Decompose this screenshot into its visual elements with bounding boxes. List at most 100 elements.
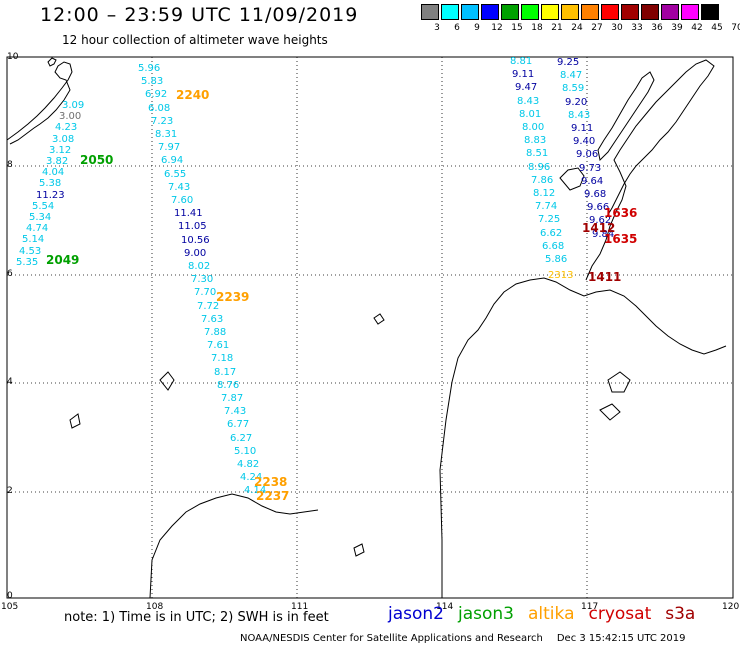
swh-value-right-a: 8.12 xyxy=(533,188,556,199)
colorbar-swatch xyxy=(481,4,499,20)
colorbar-swatch xyxy=(661,4,679,20)
credit-text: NOAA/NESDIS Center for Satellite Applica… xyxy=(240,633,543,644)
swh-value-left: 3.00 xyxy=(59,111,82,122)
map-frame xyxy=(6,56,734,599)
time-label-1411: 1411 xyxy=(588,270,622,284)
satellite-legend: jason2 jason3 altika cryosat s3a xyxy=(388,604,709,624)
swh-value-left: 3.08 xyxy=(52,134,75,145)
swh-value-middle: 5.83 xyxy=(141,76,164,87)
swh-value-middle: 11.05 xyxy=(178,221,207,232)
x-tick-120: 120 xyxy=(722,602,740,612)
island-4 xyxy=(69,413,81,429)
colorbar-label: 3 xyxy=(434,23,440,33)
swh-value-right-a: 8.00 xyxy=(522,122,545,133)
swh-value-right-a: 6.62 xyxy=(540,228,563,239)
swh-value-right-a: 8.81 xyxy=(510,56,533,67)
colorbar-label: 6 xyxy=(454,23,460,33)
island-6 xyxy=(373,313,385,325)
coastline-palawan xyxy=(597,71,655,162)
map-subtitle: 12 hour collection of altimeter wave hei… xyxy=(62,33,328,47)
swh-value-middle: 6.08 xyxy=(148,103,171,114)
colorbar-label: 15 xyxy=(511,23,523,33)
swh-value-left: 4.53 xyxy=(19,246,42,257)
colorbar-swatch xyxy=(581,4,599,20)
time-label-2237: 2237 xyxy=(256,489,290,503)
swh-value-middle: 9.00 xyxy=(184,248,207,259)
swh-value-right-b: 8.59 xyxy=(562,83,585,94)
swh-value-right-a: 7.86 xyxy=(531,175,554,186)
swh-value-left: 4.04 xyxy=(42,167,65,178)
swh-value-left: 3.12 xyxy=(49,145,72,156)
swh-value-left: 3.09 xyxy=(62,100,85,111)
y-tick-6: 6 xyxy=(7,269,13,279)
time-label-2238: 2238 xyxy=(254,475,288,489)
y-tick-10: 10 xyxy=(7,52,19,62)
colorbar-label: 36 xyxy=(651,23,663,33)
swh-value-middle: 5.10 xyxy=(234,446,257,457)
time-label-1412: 1412 xyxy=(582,221,616,235)
colorbar-swatch xyxy=(501,4,519,20)
swh-value-middle: 11.41 xyxy=(174,208,203,219)
map-title: 12:00 – 23:59 UTC 11/09/2019 xyxy=(40,4,359,26)
swh-value-right-a: 5.86 xyxy=(545,254,568,265)
swh-value-middle: 8.17 xyxy=(214,367,237,378)
swh-value-right-a: 8.51 xyxy=(526,148,549,159)
colorbar-swatch xyxy=(441,4,459,20)
satellite-cryosat: cryosat xyxy=(588,604,652,624)
credit-date: Dec 3 15:42:15 UTC 2019 xyxy=(556,633,686,644)
time-label-2239: 2239 xyxy=(216,290,250,304)
swh-value-right-b: 9.73 xyxy=(579,163,602,174)
swh-value-middle: 7.43 xyxy=(224,406,247,417)
satellite-jason2: jason2 xyxy=(388,604,444,624)
x-tick-117: 117 xyxy=(581,602,599,612)
coastline-natuna xyxy=(559,167,585,191)
swh-value-middle: 6.94 xyxy=(161,155,184,166)
colorbar-label: 27 xyxy=(591,23,603,33)
footer-credit: NOAA/NESDIS Center for Satellite Applica… xyxy=(240,633,685,644)
island-1 xyxy=(159,371,175,391)
coastline-borneo xyxy=(439,277,727,598)
swh-value-middle: 7.87 xyxy=(221,393,244,404)
y-tick-8: 8 xyxy=(7,160,13,170)
swh-value-right-b: 8.43 xyxy=(568,110,591,121)
coastline-sabah xyxy=(585,59,715,281)
swh-value-right-a: 7.25 xyxy=(538,214,561,225)
swh-value-middle: 7.18 xyxy=(211,353,234,364)
y-tick-4: 4 xyxy=(7,377,13,387)
swh-value-right-a: 8.01 xyxy=(519,109,542,120)
island-2 xyxy=(607,371,631,393)
swh-value-right-b: 9.40 xyxy=(573,136,596,147)
swh-value-right-b: 9.25 xyxy=(557,57,580,68)
swh-value-right-a: 9.47 xyxy=(515,82,538,93)
swh-value-right-b: 9.84 xyxy=(592,229,615,240)
swh-value-left: 4.23 xyxy=(55,122,78,133)
x-tick-108: 108 xyxy=(146,602,164,612)
y-tick-0: 0 xyxy=(7,591,13,601)
coastline-north-tip xyxy=(47,57,57,67)
colorbar-label: 24 xyxy=(571,23,583,33)
time-label-1636: 1636 xyxy=(604,206,638,220)
colorbar-label: 30 xyxy=(611,23,623,33)
swh-value-left: 4.74 xyxy=(26,223,49,234)
swh-value-right-b: 9.11 xyxy=(571,123,594,134)
swh-value-middle: 7.88 xyxy=(204,327,227,338)
y-tick-2: 2 xyxy=(7,486,13,496)
coastline-sumatra xyxy=(149,493,319,599)
swh-value-middle: 4.82 xyxy=(237,459,260,470)
time-label-2240: 2240 xyxy=(176,88,210,102)
x-tick-105: 105 xyxy=(1,602,19,612)
swh-value-right-a: 8.83 xyxy=(524,135,547,146)
colorbar-label: 42 xyxy=(691,23,703,33)
swh-value-middle: 4.14 xyxy=(244,485,267,496)
swh-value-middle: 8.02 xyxy=(188,261,211,272)
satellite-jason3: jason3 xyxy=(458,604,514,624)
swh-value-middle: 10.56 xyxy=(181,235,210,246)
swh-value-left: 11.23 xyxy=(36,190,65,201)
colorbar-label: 39 xyxy=(671,23,683,33)
swh-value-right-a: 8.96 xyxy=(528,162,551,173)
colorbar-label: 45 xyxy=(711,23,723,33)
swh-value-middle: 7.70 xyxy=(194,287,217,298)
swh-value-middle: 6.92 xyxy=(145,89,168,100)
swh-value-right-b: 9.66 xyxy=(587,202,610,213)
colorbar-swatch xyxy=(641,4,659,20)
